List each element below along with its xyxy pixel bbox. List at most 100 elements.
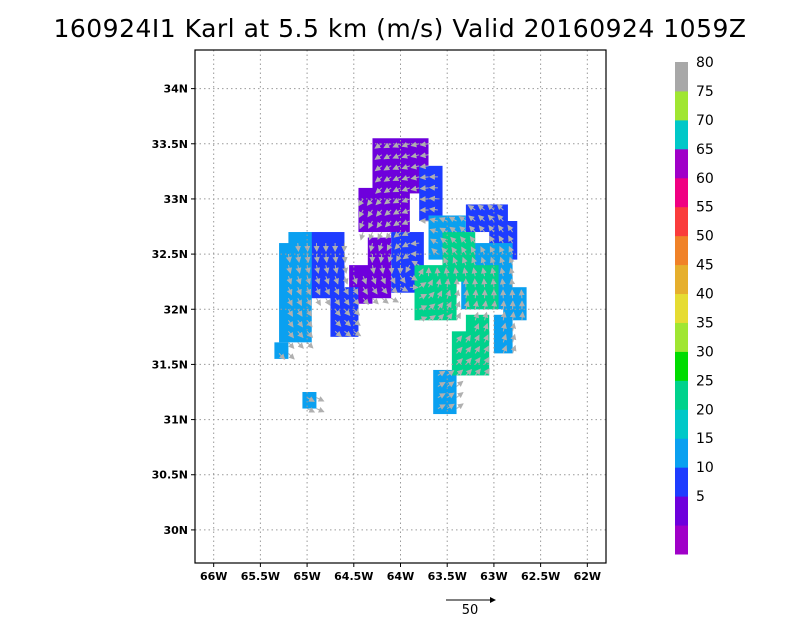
wind-vector (490, 267, 497, 277)
wind-vector (474, 334, 480, 343)
wind-vector (499, 267, 506, 277)
wind-vector (418, 316, 428, 322)
wind-vector (314, 275, 321, 285)
wind-vector (388, 265, 395, 275)
wind-vector (463, 300, 470, 310)
wind-vector (333, 275, 339, 285)
wind-vector (431, 248, 439, 255)
wind-vector (482, 300, 488, 310)
wind-vector (508, 267, 515, 277)
wind-vector (490, 278, 497, 288)
colorbar-label: 20 (696, 402, 714, 418)
wind-vector (474, 368, 481, 376)
wind-vector (473, 311, 480, 321)
wind-vector (367, 209, 374, 218)
wind-vector (467, 205, 476, 211)
wind-vector (334, 297, 340, 306)
wind-vector (465, 346, 472, 354)
wind-vector (384, 209, 392, 216)
wind-vector (483, 334, 489, 343)
wind-vector (429, 228, 439, 234)
lat-tick-label: 31.5N (152, 358, 188, 371)
colorbar-swatch (675, 380, 688, 410)
wind-vector (499, 278, 506, 288)
wind-vector (445, 289, 452, 299)
wind-vector (418, 294, 428, 300)
wind-vector (462, 256, 468, 266)
colorbar-swatch (675, 467, 688, 497)
wind-vector (500, 300, 507, 310)
lat-tick-label: 33.5N (152, 138, 188, 151)
wind-vector (344, 330, 352, 337)
wind-vector (401, 230, 411, 236)
wind-vector (362, 297, 370, 306)
wind-vector (344, 308, 351, 316)
wind-vector (394, 242, 401, 250)
wind-vector (446, 403, 455, 410)
wind-vector (306, 396, 315, 402)
wind-vector (456, 346, 463, 354)
wind-vector (444, 278, 451, 288)
colorbar-swatch (675, 264, 688, 295)
colorbar-label: 10 (696, 460, 714, 476)
wind-vector (379, 265, 386, 275)
wind-vector (419, 141, 429, 148)
wind-vectors (278, 141, 526, 413)
wind-vector (461, 246, 467, 255)
wind-vector (465, 368, 473, 376)
longitude-axis: 66W 65.5W 65W 64.5W 64W 63.5W 63W 62.5W 62W (200, 563, 601, 583)
wind-vector (401, 163, 411, 170)
wind-region (358, 187, 410, 233)
wind-vector (314, 265, 321, 274)
wind-region (302, 392, 317, 409)
wind-vector (401, 219, 411, 225)
wind-vector (509, 278, 516, 288)
wind-vector (305, 286, 312, 296)
wind-vector (472, 289, 479, 299)
wind-vector (410, 163, 420, 170)
wind-vector (455, 312, 461, 321)
wind-vector (359, 220, 365, 230)
wind-vector (374, 176, 383, 183)
wind-vector (358, 198, 365, 207)
wind-vector (519, 311, 526, 321)
wind-vector (396, 253, 402, 262)
wind-vector (287, 320, 294, 328)
colorbar-label: 55 (696, 200, 714, 216)
lon-tick-label: 65W (293, 570, 320, 583)
wind-vector (372, 297, 379, 305)
wind-region (433, 369, 457, 415)
wind-vector (477, 204, 485, 211)
wind-vector (316, 396, 325, 402)
wind-vector (470, 246, 477, 255)
wind-vector (501, 345, 508, 354)
wind-vector (474, 357, 481, 365)
colorbar-label: 25 (696, 373, 714, 389)
wind-vector (392, 142, 401, 148)
wind-vector (375, 198, 383, 206)
wind-vector (296, 286, 302, 296)
lon-tick-label: 63.5W (428, 570, 467, 583)
colorbar-swatch (675, 438, 688, 468)
wind-vector (446, 381, 455, 388)
colorbar-label: 80 (696, 55, 714, 71)
wind-vector (449, 226, 457, 233)
wind-vector (487, 214, 495, 222)
wind-vector (374, 165, 383, 172)
wind-vector (410, 240, 420, 247)
colorbar-label: 75 (696, 84, 714, 100)
wind-vector (490, 256, 496, 266)
colorbar-swatch (675, 148, 688, 179)
wind-vector (439, 227, 448, 234)
lon-tick-label: 66W (200, 570, 227, 583)
wind-vector (334, 330, 342, 338)
wind-vector (385, 231, 392, 240)
wind-vector (306, 308, 313, 317)
wind-vector (443, 256, 449, 266)
lat-tick-label: 30.5N (152, 469, 188, 482)
wind-vector (437, 370, 446, 377)
wind-vector (434, 267, 441, 277)
wind-vector (377, 231, 384, 240)
wind-vector (510, 333, 517, 343)
